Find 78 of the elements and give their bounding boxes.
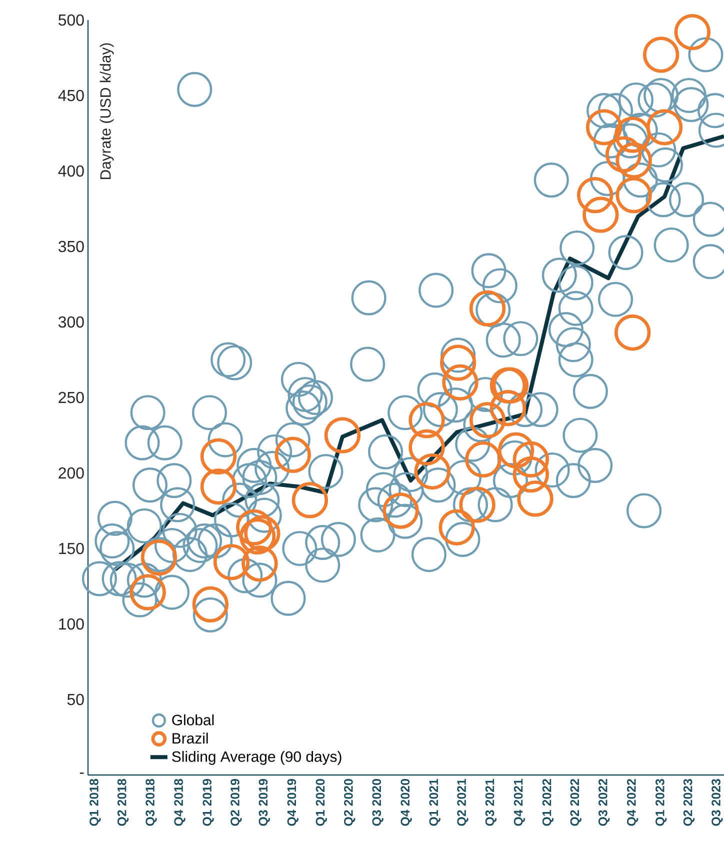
legend-label: Brazil [172,732,208,744]
point [408,402,445,438]
point [274,436,312,474]
y-tick-label: 250 [58,392,84,404]
point [614,116,651,153]
point [517,480,554,517]
y-tick-label: 300 [58,316,84,328]
x-tick-label: Q2 2018 [117,778,129,826]
x-tick-label: Q1 2018 [90,778,101,826]
legend-label: Global [172,714,214,726]
point [642,36,680,73]
point [200,438,237,475]
x-tick-label: Q3 2020 [372,779,384,826]
x-tick-label: Q3 2022 [598,779,610,826]
point [512,441,550,478]
x-tick-label: Q2 2019 [230,778,242,826]
point [242,545,278,582]
legend-label: Sliding Average (90 days) [172,750,342,765]
point [408,429,445,466]
point [382,492,419,529]
y-tick-label: 50 [67,694,84,706]
point [490,390,526,426]
y-tick-label: 450 [58,90,84,102]
point [512,456,550,493]
point [616,177,652,214]
x-tick-label: Q1 2021 [429,778,440,826]
point [236,509,272,546]
x-tick-label: Q4 2018 [174,778,186,826]
point [140,539,178,576]
y-tick-label: 350 [58,240,84,252]
point [200,468,237,505]
x-tick-label: Q1 2020 [316,779,327,826]
x-tick-label: Q3 2018 [146,778,157,826]
x-tick-label: Q4 2019 [287,778,298,826]
y-tick-label: - [80,772,84,774]
x-tick-label: Q1 2019 [202,778,214,826]
point [646,109,683,146]
point [414,453,450,490]
point [614,314,651,351]
x-tick-label: Q4 2021 [514,778,526,826]
x-tick-label: Q3 2023 [712,778,723,826]
point [192,586,229,623]
point [465,441,502,478]
point [440,344,476,381]
point [469,402,506,438]
point [498,432,534,468]
point [442,364,478,401]
y-tick-label: 200 [58,467,84,479]
point [130,574,166,610]
point [459,486,496,523]
point [438,509,475,546]
x-tick-label: Q1 2022 [542,779,554,826]
x-tick-label: Q2 2021 [457,778,468,826]
point [239,518,276,555]
point [586,109,622,146]
point [213,544,250,580]
x-tick-label: Q2 2020 [344,779,356,826]
x-tick-label: Q3 2019 [258,778,270,826]
point [582,196,619,233]
x-tick-label: Q3 2021 [485,778,497,826]
x-tick-label: Q1 2023 [656,778,667,826]
y-axis-title: Dayrate (USD k/day) [100,43,114,180]
point [244,515,280,552]
x-tick-label: Q2 2022 [570,779,582,826]
y-tick-label: 500 [58,14,84,26]
x-tick-label: Q4 2020 [400,779,412,826]
y-tick-label: 150 [59,542,84,554]
x-tick-label: Q4 2022 [627,779,638,826]
point [469,290,506,327]
point [616,142,652,179]
point [576,177,614,214]
y-tick-label: 100 [59,618,84,630]
x-tick-label: Q2 2023 [683,778,695,826]
point [674,14,711,50]
y-tick-label: 400 [58,165,84,177]
point [324,417,361,454]
point [292,482,328,518]
point [605,136,642,173]
